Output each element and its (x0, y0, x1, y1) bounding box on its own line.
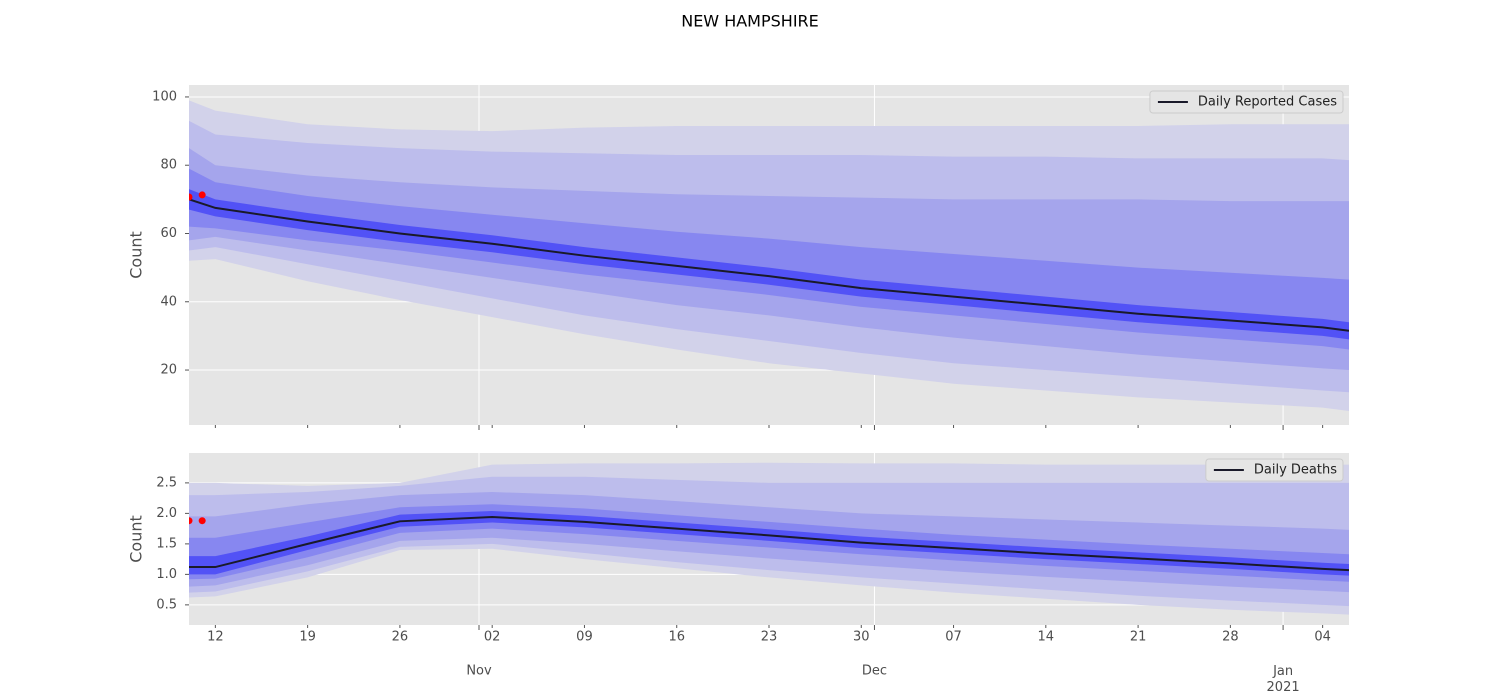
median-line (189, 516, 1349, 572)
legend-box (1149, 90, 1344, 114)
x-minor-tick-label: 21 (1130, 630, 1147, 645)
y-tick-label: 100 (152, 89, 177, 104)
x-minor-tick-label: 12 (207, 630, 224, 645)
y-tick-label: 40 (160, 294, 177, 309)
y-tick-label: 1.0 (156, 567, 177, 582)
y-tick-label: 0.5 (156, 597, 177, 612)
observed-point (198, 517, 206, 525)
y-tick-label: 20 (160, 363, 177, 378)
legend-box (1205, 458, 1344, 482)
x-tick-label: Nov (466, 664, 492, 679)
x-tick-label: Jan 2021 (1267, 664, 1300, 695)
observed-point (198, 191, 206, 199)
y-axis-label: Count (127, 231, 146, 279)
uncertainty-band (189, 189, 1349, 340)
y-axis-label: Count (127, 515, 146, 563)
legend: Daily Deaths (1205, 458, 1344, 482)
x-minor-tick-label: 26 (392, 630, 409, 645)
uncertainty-band (189, 510, 1349, 576)
x-minor-tick-label: 28 (1222, 630, 1239, 645)
legend: Daily Reported Cases (1149, 90, 1344, 114)
y-tick-label: 2.0 (156, 506, 177, 521)
observed-point (189, 517, 193, 525)
y-tick-label: 60 (160, 226, 177, 241)
legend-label: Daily Deaths (1254, 463, 1337, 478)
chart-title: NEW HAMPSHIRE (681, 12, 819, 31)
x-minor-tick-label: 19 (299, 630, 316, 645)
x-minor-tick-label: 02 (484, 630, 501, 645)
x-minor-tick-label: 04 (1314, 630, 1331, 645)
y-tick-label: 1.5 (156, 536, 177, 551)
observed-point (189, 193, 193, 201)
x-minor-tick-label: 09 (576, 630, 593, 645)
x-minor-tick-label: 16 (668, 630, 685, 645)
y-tick-label: 80 (160, 158, 177, 173)
legend-label: Daily Reported Cases (1198, 95, 1337, 110)
x-minor-tick-label: 23 (761, 630, 778, 645)
x-minor-tick-label: 14 (1038, 630, 1055, 645)
uncertainty-band (189, 504, 1349, 582)
plot-area (189, 100, 1349, 412)
x-minor-tick-label: 30 (853, 630, 870, 645)
x-tick-label: Dec (862, 664, 887, 679)
plot-area (189, 462, 1349, 615)
median-line (189, 198, 1349, 332)
x-minor-tick-label: 07 (945, 630, 962, 645)
y-tick-label: 2.5 (156, 475, 177, 490)
